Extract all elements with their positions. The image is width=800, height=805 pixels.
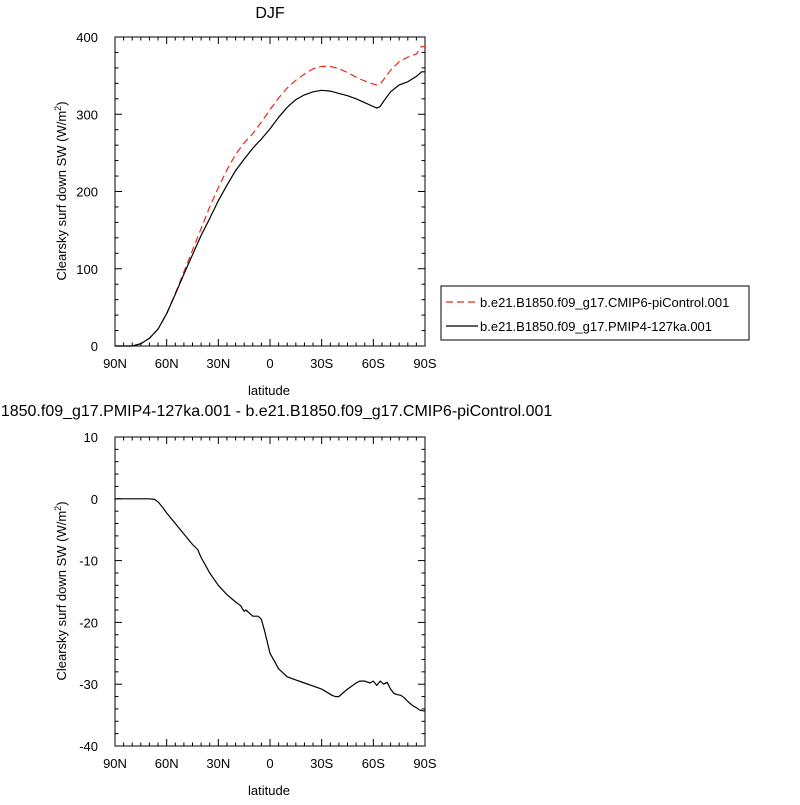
bottom-y-tick-label: 0	[91, 492, 98, 507]
bottom-title: b.e21.B1850.f09_g17.PMIP4-127ka.001 - b.…	[0, 403, 552, 420]
top-y-tick-label: 100	[76, 262, 98, 277]
bottom-y-axis-label-close: )	[54, 501, 69, 505]
bottom-y-tick-label: -20	[79, 615, 98, 630]
top-x-axis-label: latitude	[248, 383, 290, 398]
bottom-series-line-0	[115, 498, 425, 712]
top-y-axis-label: Clearsky surf down SW (W/m2)	[53, 101, 69, 280]
bottom-y-tick-label: -40	[79, 739, 98, 754]
top-title: DJF	[255, 5, 285, 22]
bottom-y-tick-label: 10	[84, 430, 98, 445]
bottom-x-tick-label: 0	[266, 756, 273, 771]
top-y-tick-label: 0	[91, 339, 98, 354]
bottom-y-axis-label-sup: 2	[53, 506, 63, 511]
top-y-axis-label-sup: 2	[53, 106, 63, 111]
top-plot-area: 90N 60N 30N 0 30S 60S 90S 0 100 200 300 400	[76, 30, 437, 371]
bottom-x-tick-label: 90S	[413, 756, 436, 771]
top-y-tick-label: 400	[76, 30, 98, 45]
bottom-x-tick-label: 30S	[310, 756, 333, 771]
top-x-tick-label: 0	[266, 356, 273, 371]
bottom-panel: b.e21.B1850.f09_g17.PMIP4-127ka.001 - b.…	[0, 403, 552, 798]
top-series-line-0	[115, 45, 426, 347]
top-y-axis-label-main: Clearsky surf down SW (W/m	[54, 111, 69, 281]
top-x-tick-label: 60N	[155, 356, 179, 371]
bottom-y-axis-label-main: Clearsky surf down SW (W/m	[54, 511, 69, 681]
top-series-line-1	[115, 71, 425, 347]
bottom-y-tick-label: -10	[79, 554, 98, 569]
bottom-plot-area: 90N 60N 30N 0 30S 60S 90S -40 -30 -20 -10 0 10	[79, 430, 437, 771]
bottom-x-tick-label: 60N	[155, 756, 179, 771]
top-x-tick-label: 60S	[362, 356, 385, 371]
bottom-x-axis-label: latitude	[248, 783, 290, 798]
top-panel: DJF 90N 60N 30N 0 30S 60S 90S 0 100 200 300 400 lat…	[53, 5, 750, 398]
legend: b.e21.B1850.f09_g17.CMIP6-piControl.001 …	[440, 285, 750, 341]
bottom-x-tick-label: 90N	[103, 756, 127, 771]
legend-label-pmip4-127ka: b.e21.B1850.f09_g17.PMIP4-127ka.001	[480, 319, 712, 334]
bottom-y-tick-label: -30	[79, 677, 98, 692]
top-y-tick-label: 300	[76, 107, 98, 122]
top-x-tick-label: 30S	[310, 356, 333, 371]
top-x-tick-label: 30N	[206, 356, 230, 371]
bottom-y-axis-label: Clearsky surf down SW (W/m2)	[53, 501, 69, 680]
top-y-axis-label-close: )	[54, 101, 69, 105]
top-plot-frame	[114, 36, 426, 347]
bottom-x-tick-label: 60S	[362, 756, 385, 771]
top-y-tick-label: 200	[76, 185, 98, 200]
top-x-tick-label: 90S	[413, 356, 436, 371]
bottom-x-tick-label: 30N	[206, 756, 230, 771]
legend-box	[440, 285, 750, 341]
bottom-plot-frame	[114, 436, 426, 747]
legend-label-cmip6-picontrol: b.e21.B1850.f09_g17.CMIP6-piControl.001	[480, 295, 729, 310]
top-x-tick-label: 90N	[103, 356, 127, 371]
